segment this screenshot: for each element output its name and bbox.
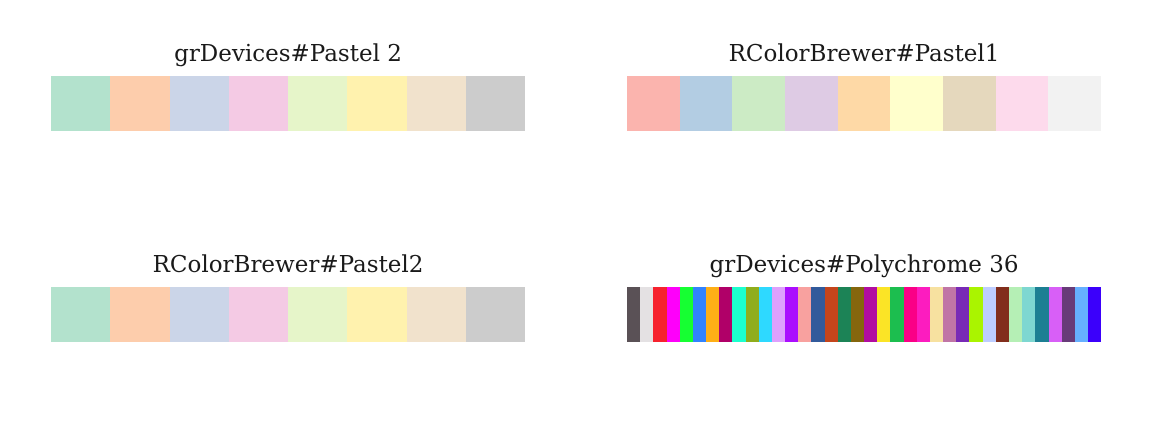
color-swatch <box>758 287 772 342</box>
color-swatch <box>110 76 170 131</box>
color-swatch <box>1074 287 1089 342</box>
color-swatch <box>692 287 707 342</box>
color-swatch <box>995 76 1049 131</box>
color-swatch <box>169 287 229 342</box>
color-swatch <box>666 287 680 342</box>
color-swatch <box>1022 287 1036 342</box>
color-swatch <box>288 76 348 131</box>
palette-title: RColorBrewer#Pastel2 <box>152 252 424 278</box>
swatch-strip <box>51 287 525 342</box>
color-swatch <box>51 76 111 131</box>
color-swatch <box>929 287 944 342</box>
color-swatch <box>864 287 878 342</box>
color-swatch <box>1061 287 1075 342</box>
color-swatch <box>51 287 111 342</box>
color-swatch <box>916 287 930 342</box>
color-swatch <box>811 287 825 342</box>
color-swatch <box>627 76 680 131</box>
palette-title: grDevices#Polychrome 36 <box>709 252 1019 278</box>
color-swatch <box>347 76 407 131</box>
color-swatch <box>850 287 865 342</box>
color-swatch <box>228 287 288 342</box>
color-swatch <box>824 287 838 342</box>
palette-panel-pastel-2: grDevices#Pastel 2 <box>51 40 525 131</box>
color-swatch <box>406 287 466 342</box>
color-swatch <box>1088 287 1102 342</box>
color-swatch <box>347 287 407 342</box>
color-swatch <box>1035 287 1049 342</box>
color-swatch <box>732 76 786 131</box>
swatch-strip <box>627 76 1102 131</box>
color-swatch <box>228 76 288 131</box>
color-swatch <box>943 287 957 342</box>
color-swatch <box>1048 287 1062 342</box>
color-swatch <box>1008 287 1023 342</box>
palette-title: grDevices#Pastel 2 <box>174 41 402 67</box>
color-swatch <box>465 287 525 342</box>
swatch-strip <box>51 76 525 131</box>
color-swatch <box>877 287 891 342</box>
color-swatch <box>771 287 786 342</box>
color-swatch <box>798 287 812 342</box>
color-swatch <box>956 287 970 342</box>
palette-panel-rcolorbrewer-pastel1: RColorBrewer#Pastel1 <box>627 40 1102 131</box>
color-swatch <box>982 287 996 342</box>
color-swatch <box>288 287 348 342</box>
color-swatch <box>465 76 525 131</box>
color-swatch <box>679 76 733 131</box>
palette-panel-polychrome-36: grDevices#Polychrome 36 <box>627 251 1102 342</box>
color-swatch <box>706 287 720 342</box>
color-swatch <box>745 287 759 342</box>
palette-title: RColorBrewer#Pastel1 <box>728 41 1000 67</box>
color-swatch <box>890 287 904 342</box>
color-swatch <box>653 287 667 342</box>
color-swatch <box>943 76 996 131</box>
color-swatch <box>837 76 891 131</box>
color-swatch <box>732 287 746 342</box>
color-swatch <box>406 76 466 131</box>
swatch-strip <box>627 287 1102 342</box>
color-swatch <box>1048 76 1102 131</box>
color-swatch <box>110 287 170 342</box>
color-swatch <box>679 287 693 342</box>
color-swatch <box>719 287 733 342</box>
color-swatch <box>969 287 983 342</box>
color-swatch <box>169 76 229 131</box>
palette-panel-rcolorbrewer-pastel2: RColorBrewer#Pastel2 <box>51 251 525 342</box>
color-swatch <box>627 287 641 342</box>
color-swatch <box>890 76 944 131</box>
color-swatch <box>837 287 851 342</box>
color-swatch <box>995 287 1009 342</box>
color-swatch <box>903 287 917 342</box>
color-swatch <box>785 287 799 342</box>
color-swatch <box>640 287 654 342</box>
color-swatch <box>785 76 838 131</box>
